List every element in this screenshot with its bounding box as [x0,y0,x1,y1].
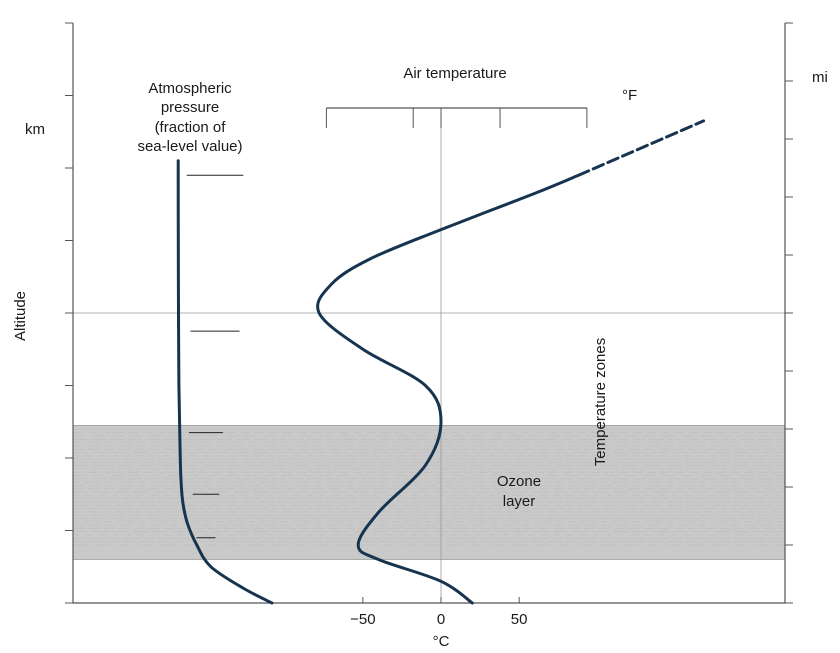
fahrenheit-axis-title: Air temperature [403,65,506,82]
ozone-label-line: Ozone [497,473,541,490]
left-axis-unit: km [25,121,45,138]
pressure-axis-label-line: Atmospheric [148,80,232,97]
celsius-axis-tick-label: 0 [437,611,445,628]
zones-title: Temperature zones [592,338,609,466]
pressure-axis-label-line: (fraction of [155,119,227,136]
right-axis-unit: mi [812,69,828,86]
ozone-label-line: layer [503,493,536,510]
fahrenheit-axis-unit: °F [622,87,637,104]
celsius-axis-tick-label: 50 [511,611,528,628]
pressure-axis-label-line: pressure [161,99,219,116]
celsius-axis-label: °C [433,633,450,648]
series-layer [176,119,706,605]
pressure-axis-label-line: sea-level value) [137,138,242,155]
text-layer: km mi Altitude Air temperature °F °C Atm… [12,65,828,650]
temperature-curve [316,173,580,605]
celsius-axis-tick-label: −50 [350,611,375,628]
pressure-curve [176,159,274,605]
left-axis-label: Altitude [12,291,29,341]
axes-layer [65,22,793,604]
temperature-curve-extrapolated [577,119,706,177]
